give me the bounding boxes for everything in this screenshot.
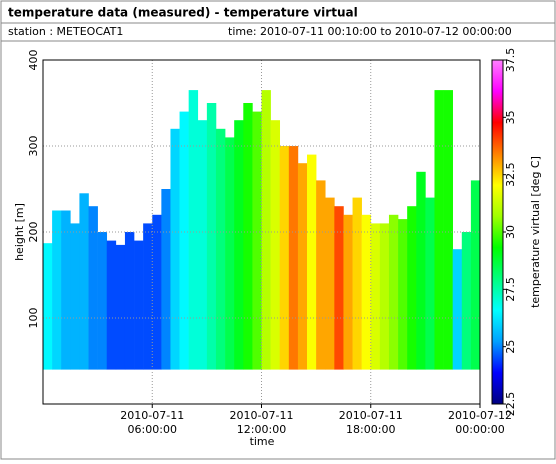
- column: [115, 244, 126, 370]
- y-tick-label: 100: [27, 308, 40, 329]
- x-tick-label: 2010-07-11: [230, 409, 294, 422]
- colorbar: [491, 59, 504, 405]
- column: [188, 90, 199, 370]
- colorbar-label: temperature virtual [deg C]: [529, 156, 542, 308]
- column: [334, 206, 344, 370]
- column: [379, 223, 390, 370]
- y-tick-label: 300: [27, 136, 40, 157]
- column: [97, 232, 108, 370]
- column: [215, 128, 226, 370]
- column: [352, 197, 362, 370]
- x-tick-label: 06:00:00: [128, 423, 177, 436]
- column: [270, 120, 281, 370]
- column: [416, 171, 426, 370]
- column: [425, 197, 435, 370]
- column: [225, 137, 235, 370]
- title: temperature data (measured) - temperatur…: [8, 6, 358, 20]
- colorbar-tick-label: 32.5: [504, 162, 517, 187]
- colorbar-tick-label: 27.5: [504, 277, 517, 302]
- column: [361, 214, 372, 370]
- column: [170, 128, 180, 370]
- column: [343, 214, 353, 370]
- column: [61, 210, 71, 370]
- column: [43, 243, 53, 370]
- x-tick-label: 00:00:00: [455, 423, 504, 436]
- column: [70, 223, 80, 370]
- column: [297, 163, 308, 370]
- column: [179, 111, 189, 370]
- column: [161, 189, 171, 370]
- column: [88, 206, 98, 370]
- column: [461, 232, 472, 370]
- colorbar-tick-label: 35: [504, 110, 517, 124]
- plot-border: [42, 59, 481, 405]
- column: [261, 90, 271, 370]
- y-label: height [m]: [13, 203, 26, 261]
- column: [106, 240, 117, 370]
- column: [307, 154, 317, 370]
- colorbar-tick-label: 30: [504, 225, 517, 239]
- x-tick-label: 2010-07-11: [339, 409, 403, 422]
- column: [124, 232, 135, 370]
- column: [452, 249, 463, 370]
- column: [443, 90, 453, 370]
- y-tick-label: 200: [27, 222, 40, 243]
- column: [316, 180, 326, 370]
- x-tick-label: 12:00:00: [237, 423, 286, 436]
- column: [325, 197, 335, 370]
- column: [206, 103, 217, 370]
- column: [79, 193, 89, 370]
- column: [234, 120, 244, 370]
- column: [407, 206, 417, 370]
- x-tick-label: 18:00:00: [346, 423, 395, 436]
- column: [470, 180, 481, 370]
- column: [243, 103, 253, 370]
- x-label: time: [250, 435, 275, 448]
- x-tick-label: 2010-07-11: [120, 409, 184, 422]
- column: [52, 210, 62, 370]
- column: [134, 240, 144, 370]
- column: [288, 146, 299, 370]
- station: station : METEOCAT1: [8, 25, 123, 38]
- column: [152, 214, 162, 370]
- column: [279, 146, 290, 370]
- column: [388, 214, 399, 370]
- column: [398, 219, 408, 370]
- x-tick-label: 2010-07-12: [448, 409, 512, 422]
- column: [143, 223, 153, 370]
- column: [252, 111, 262, 370]
- colorbar-tick-label: 37.5: [504, 48, 517, 73]
- column: [197, 120, 208, 370]
- colorbar-tick-label: 22.5: [504, 392, 517, 417]
- colorbar-tick-label: 25: [504, 340, 517, 354]
- column: [434, 90, 444, 370]
- column: [370, 223, 381, 370]
- y-tick-label: 400: [27, 50, 40, 71]
- time-range: time: 2010-07-11 00:10:00 to 2010-07-12 …: [228, 25, 512, 38]
